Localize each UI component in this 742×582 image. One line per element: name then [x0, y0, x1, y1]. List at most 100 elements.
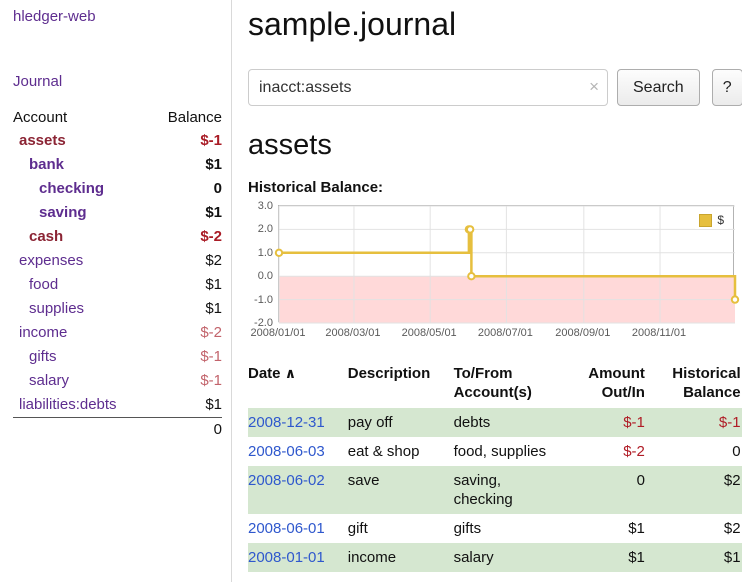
y-axis-label: -1.0: [254, 293, 273, 306]
register-row[interactable]: 2008-12-31 pay off debts $-1 $-1: [248, 408, 742, 437]
help-button[interactable]: ?: [711, 69, 742, 106]
account-row: cash $-2: [13, 225, 222, 249]
register-amount-cell: 0: [636, 472, 645, 489]
account-balance: $1: [205, 156, 222, 173]
account-name-cell: supplies: [13, 297, 150, 321]
x-axis-label: 2008/09/01: [555, 327, 611, 339]
chart-legend: $: [695, 211, 728, 229]
col-header-date[interactable]: Date ∧: [248, 362, 348, 408]
col-header-description: Description: [347, 365, 431, 382]
accounts-header-balance: Balance: [167, 109, 222, 126]
transaction-date-link[interactable]: 2008-01-01: [248, 549, 325, 566]
account-name-cell: salary: [13, 369, 150, 393]
search-input-wrap: ×: [248, 69, 608, 106]
account-name-cell: assets: [13, 129, 150, 153]
register-amount-cell: $1: [628, 520, 645, 537]
account-balance: $-1: [200, 372, 222, 389]
account-link[interactable]: cash: [29, 228, 64, 245]
register-description-cell: save: [347, 472, 380, 489]
account-balance: $2: [205, 252, 222, 269]
account-row: gifts $-1: [13, 345, 222, 369]
register-balance-cell: $-1: [718, 414, 741, 431]
account-heading: assets: [248, 129, 332, 161]
date-header-label: Date: [248, 365, 281, 382]
register-date-cell: 2008-06-02: [248, 466, 348, 514]
y-axis-label: 3.0: [257, 200, 273, 212]
x-axis-label: 2008/07/01: [477, 327, 533, 339]
account-link[interactable]: gifts: [29, 348, 57, 365]
x-axis-label: 2008/05/01: [401, 327, 457, 339]
register-accounts-cell: food, supplies: [453, 443, 547, 460]
register-row[interactable]: 2008-06-02 save saving, checking 0 $2: [248, 466, 742, 514]
app-title-link[interactable]: hledger-web: [13, 8, 96, 25]
journal-link[interactable]: Journal: [13, 73, 63, 90]
register-accounts-cell: salary: [453, 549, 494, 566]
accounts-header-row: Account Balance: [13, 106, 222, 129]
page-title: sample.journal: [248, 6, 457, 42]
account-link[interactable]: checking: [39, 180, 105, 197]
account-row: food $1: [13, 273, 222, 297]
accounts-total-row: 0: [13, 417, 222, 442]
col-header-amount: Amount Out/In: [588, 365, 645, 401]
account-link[interactable]: bank: [29, 156, 65, 173]
chart-svg: [274, 205, 740, 324]
account-row: checking 0: [13, 177, 222, 201]
legend-label: $: [717, 213, 724, 227]
account-link[interactable]: assets: [19, 132, 66, 149]
y-axis-label: 2.0: [257, 223, 273, 236]
register-table: Date ∧ Description To/From Account(s) Am…: [248, 362, 742, 572]
register-amount-cell: $1: [628, 549, 645, 566]
search-input[interactable]: [248, 69, 608, 106]
search-button[interactable]: Search: [617, 69, 700, 106]
register-header-row: Date ∧ Description To/From Account(s) Am…: [248, 362, 742, 408]
account-row: liabilities:debts $1: [13, 393, 222, 418]
account-name-cell: food: [13, 273, 150, 297]
account-name-cell: cash: [13, 225, 150, 249]
account-link[interactable]: food: [29, 276, 59, 293]
x-axis-label: 2008/01/01: [250, 327, 306, 339]
account-balance: $-1: [200, 132, 222, 149]
register-accounts-cell: debts: [453, 414, 491, 431]
register-description-cell: eat & shop: [347, 443, 420, 460]
account-balance: $1: [205, 276, 222, 293]
account-balance: $-2: [200, 228, 222, 245]
account-row: bank $1: [13, 153, 222, 177]
register-amount-cell: $-2: [623, 443, 645, 460]
account-link[interactable]: salary: [29, 372, 70, 389]
account-link[interactable]: supplies: [29, 300, 85, 317]
data-point-marker: [274, 248, 284, 257]
account-name-cell: income: [13, 321, 150, 345]
sort-asc-icon: ∧: [284, 365, 297, 381]
register-balance-cell: $2: [723, 472, 741, 489]
account-balance: $1: [205, 300, 222, 317]
account-row: expenses $2: [13, 249, 222, 273]
clear-search-icon[interactable]: ×: [589, 77, 599, 96]
account-link[interactable]: saving: [39, 204, 87, 221]
register-row[interactable]: 2008-01-01 income salary $1 $1: [248, 543, 742, 572]
transaction-date-link[interactable]: 2008-06-03: [248, 443, 325, 460]
accounts-total-spacer: [13, 417, 151, 442]
account-link[interactable]: liabilities:debts: [19, 396, 117, 413]
main-content: sample.journal × Search ? assets Histori…: [232, 0, 742, 582]
account-name-cell: bank: [13, 153, 150, 177]
register-description-cell: income: [347, 549, 397, 566]
accounts-total-value: 0: [150, 417, 222, 442]
register-date-cell: 2008-06-03: [248, 437, 348, 466]
transaction-date-link[interactable]: 2008-12-31: [248, 414, 325, 431]
account-name-cell: liabilities:debts: [13, 393, 150, 418]
account-row: supplies $1: [13, 297, 222, 321]
register-row[interactable]: 2008-06-01 gift gifts $1 $2: [248, 514, 742, 543]
account-link[interactable]: expenses: [19, 252, 84, 269]
register-row[interactable]: 2008-06-03 eat & shop food, supplies $-2 0: [248, 437, 742, 466]
account-row: income $-2: [13, 321, 222, 345]
register-balance-cell: $2: [723, 520, 741, 537]
account-link[interactable]: income: [19, 324, 68, 341]
col-header-balance: Historical Balance: [672, 365, 741, 401]
transaction-date-link[interactable]: 2008-06-02: [248, 472, 325, 489]
col-header-accounts: To/From Account(s): [453, 365, 532, 401]
register-description-cell: pay off: [347, 414, 393, 431]
account-balance: 0: [213, 180, 222, 197]
transaction-date-link[interactable]: 2008-06-01: [248, 520, 325, 537]
account-balance: $-2: [200, 324, 222, 341]
